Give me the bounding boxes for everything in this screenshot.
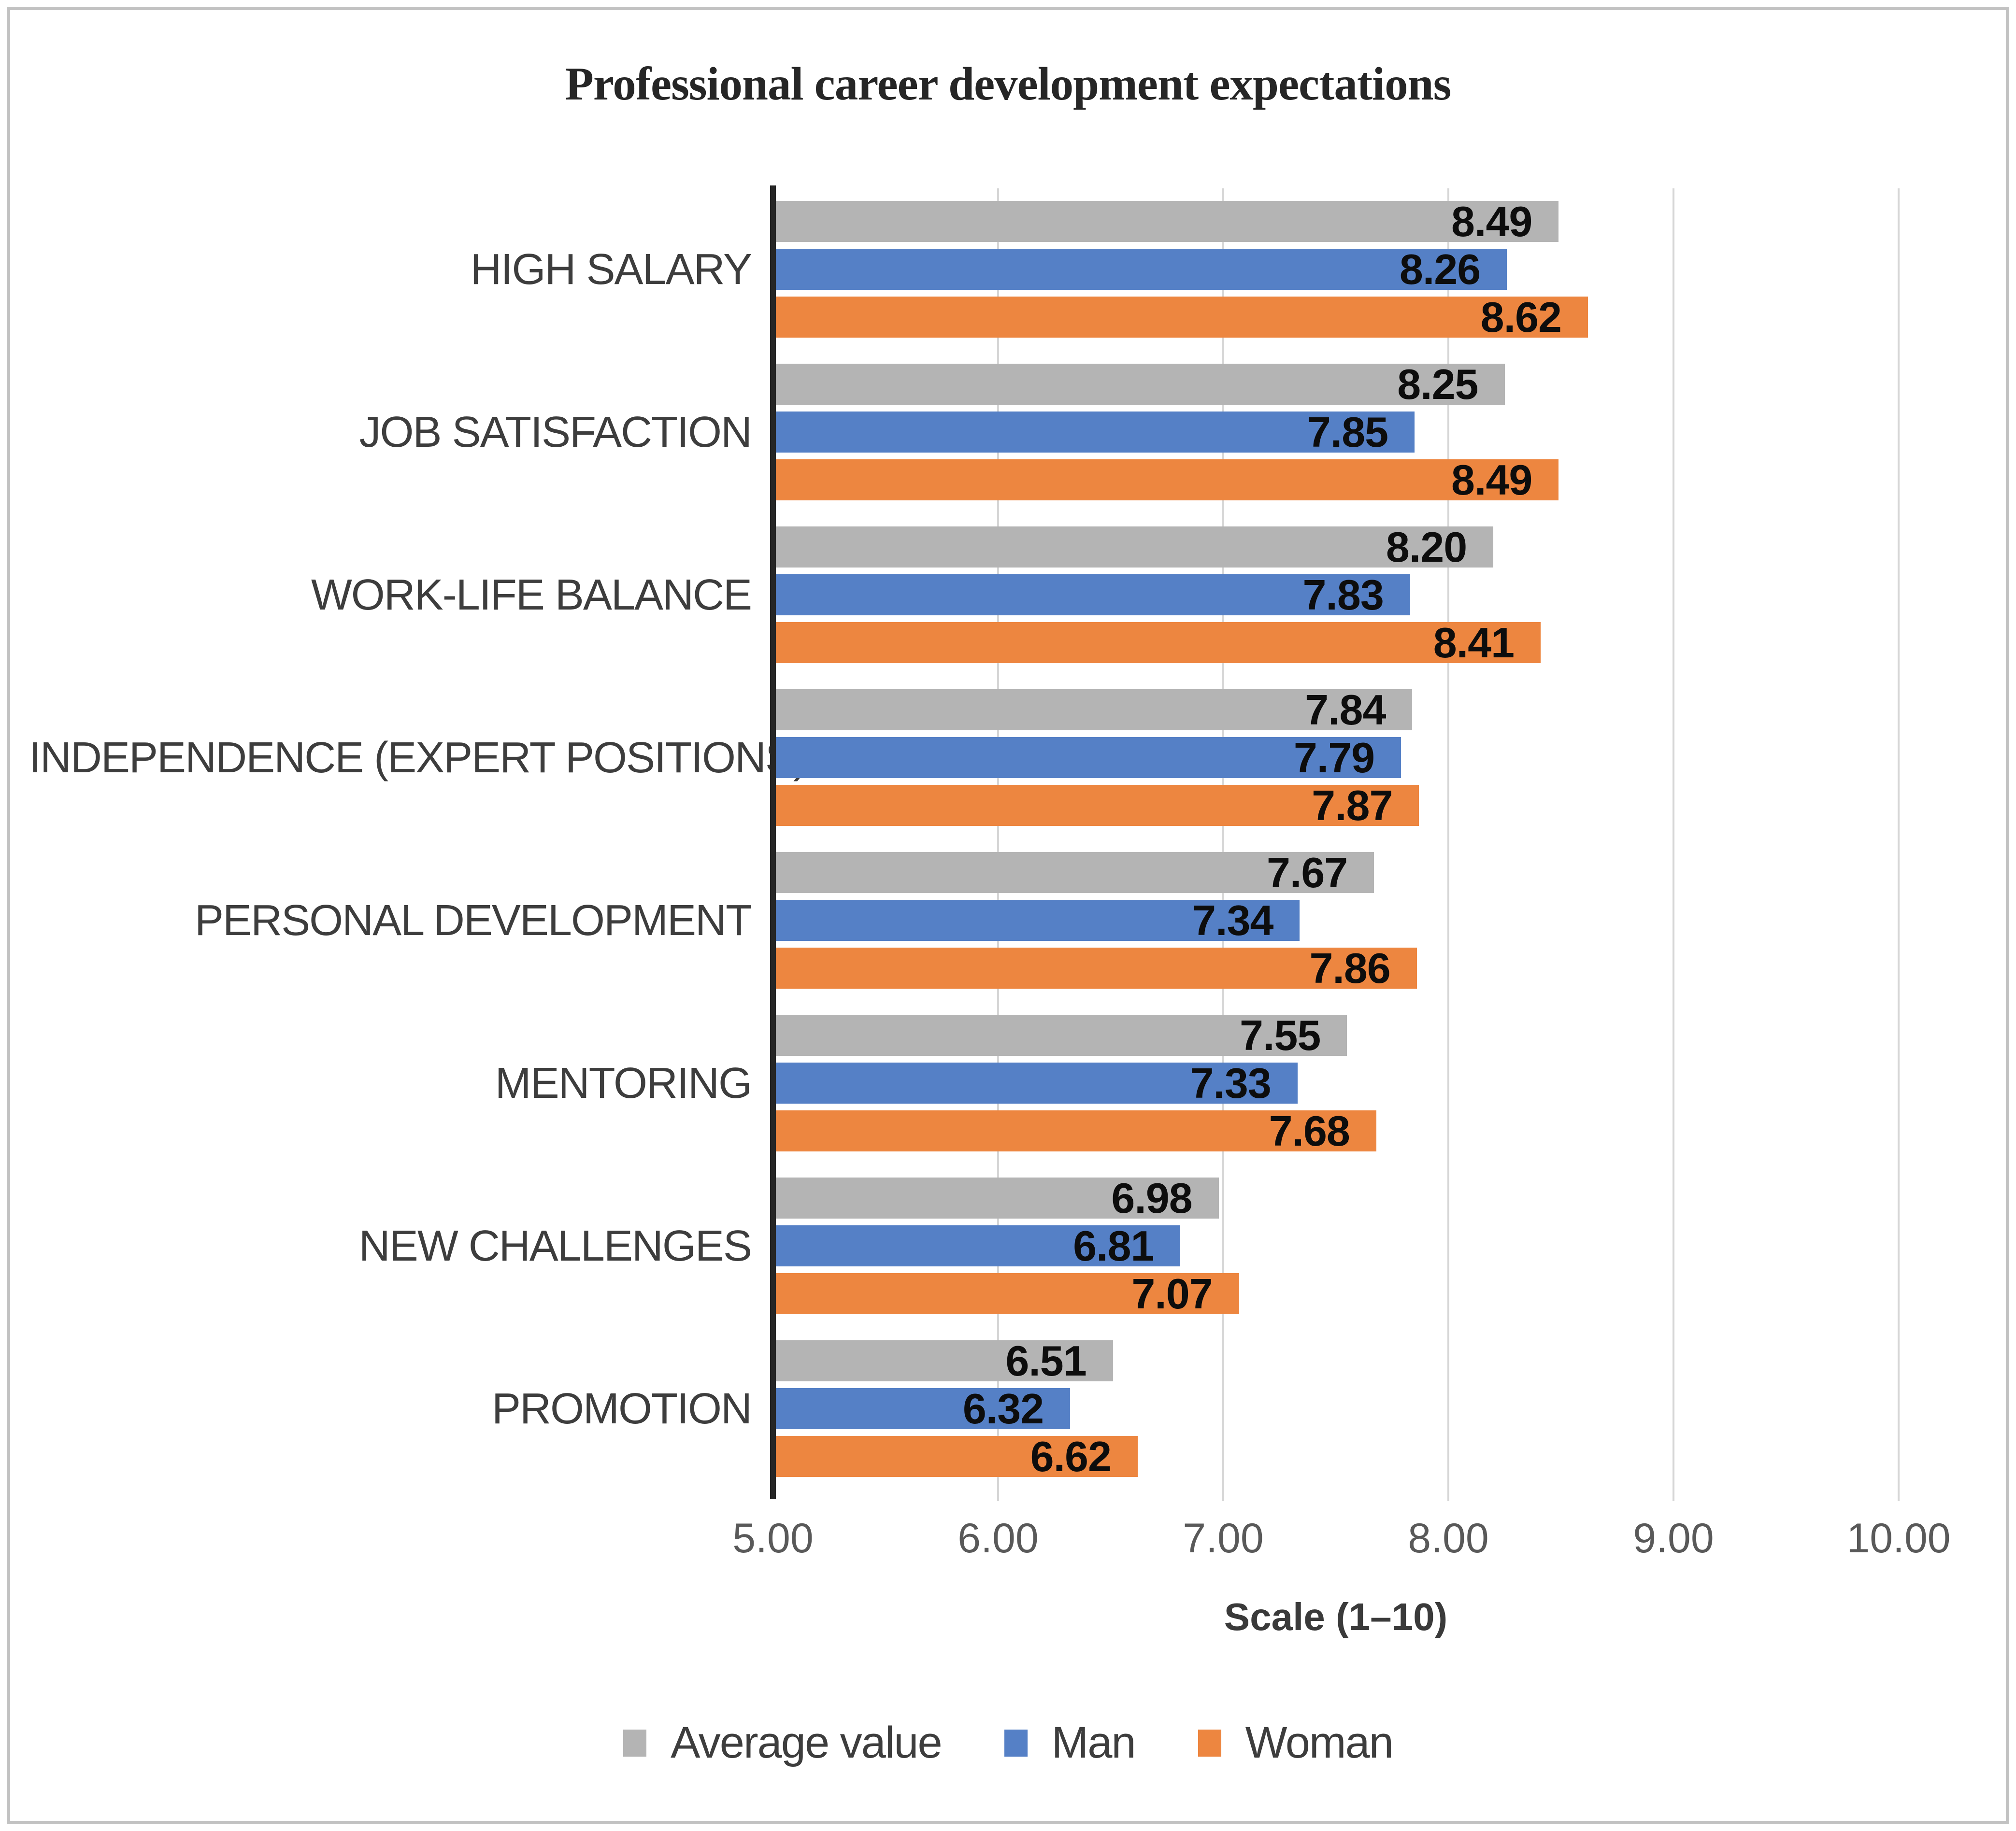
bar-value-label: 8.26 [1399, 245, 1481, 293]
legend: Average value Man Woman [0, 1717, 2016, 1768]
bar-value-label: 8.49 [1451, 455, 1532, 504]
plot-area: 8.49 8.26 8.62 8.25 7.85 8.49 8.20 7.83 8.41 7.84… [770, 185, 1900, 1501]
category-label: JOB SATISFACTION [359, 408, 752, 456]
legend-item-man: Man [1004, 1717, 1136, 1768]
bar-value-label: 8.41 [1433, 618, 1515, 667]
bar-value-label: 7.86 [1309, 944, 1390, 992]
bar-man: 6.81 [773, 1222, 1181, 1270]
x-axis-title: Scale (1–10) [1224, 1595, 1448, 1638]
bar-value-label: 7.85 [1307, 408, 1388, 456]
bar-woman: 6.62 [773, 1433, 1138, 1480]
bar-value-label: 6.32 [962, 1384, 1044, 1433]
gridline [1447, 188, 1449, 1501]
bar-value-label: 7.87 [1312, 781, 1393, 829]
bar-woman: 7.87 [773, 781, 1419, 829]
bar-value-label: 7.83 [1302, 570, 1384, 619]
bar-average-value: 8.20 [773, 523, 1494, 571]
bar-man: 7.83 [773, 571, 1410, 619]
x-tick-label: 7.00 [1183, 1515, 1264, 1561]
legend-label: Man [1051, 1718, 1136, 1767]
bar-value-label: 7.68 [1269, 1107, 1350, 1155]
bar-woman: 7.07 [773, 1270, 1239, 1318]
bar-value-label: 7.67 [1266, 848, 1348, 896]
legend-marker [1004, 1729, 1028, 1757]
legend-item-woman: Woman [1198, 1717, 1394, 1768]
x-tick-label: 8.00 [1408, 1515, 1489, 1561]
bar-woman: 7.68 [773, 1107, 1376, 1155]
bar-man: 6.32 [773, 1385, 1071, 1433]
x-tick-label: 5.00 [732, 1515, 814, 1561]
x-tick-label: 6.00 [958, 1515, 1039, 1561]
bar-value-label: 8.20 [1386, 523, 1467, 571]
y-axis-line [770, 185, 776, 1499]
bar-woman: 8.49 [773, 456, 1559, 504]
bar-average-value: 7.84 [773, 686, 1413, 734]
bar-value-label: 6.62 [1030, 1432, 1112, 1480]
chart-title: Professional career development expectat… [565, 58, 1452, 110]
bar-value-label: 7.79 [1293, 733, 1375, 781]
gridline [1222, 188, 1224, 1501]
bar-value-label: 6.51 [1005, 1336, 1087, 1385]
bar-average-value: 7.67 [773, 849, 1374, 896]
bar-value-label: 6.81 [1073, 1221, 1154, 1270]
bar-woman: 8.41 [773, 619, 1541, 667]
legend-marker [623, 1729, 647, 1757]
bar-average-value: 8.25 [773, 360, 1505, 408]
legend-marker [1198, 1729, 1221, 1757]
gridline [1898, 188, 1900, 1501]
bar-value-label: 7.34 [1192, 896, 1273, 944]
category-label: MENTORING [495, 1059, 752, 1107]
category-label: PROMOTION [492, 1384, 752, 1433]
bar-value-label: 7.33 [1190, 1059, 1271, 1107]
legend-label: Average value [671, 1718, 942, 1767]
bar-average-value: 6.98 [773, 1174, 1219, 1222]
x-tick-label: 10.00 [1846, 1515, 1951, 1561]
bar-value-label: 7.55 [1240, 1011, 1321, 1059]
legend-item-average-value: Average value [623, 1717, 943, 1768]
bar-man: 7.79 [773, 734, 1401, 781]
bar-value-label: 8.49 [1451, 197, 1532, 245]
bar-value-label: 8.62 [1480, 293, 1562, 341]
bar-average-value: 8.49 [773, 198, 1559, 245]
bar-man: 7.33 [773, 1059, 1298, 1107]
bar-man: 7.34 [773, 896, 1300, 944]
legend-label: Woman [1245, 1718, 1394, 1767]
bar-man: 8.26 [773, 245, 1507, 293]
bar-man: 7.85 [773, 408, 1415, 456]
gridline [997, 188, 999, 1501]
bar-value-label: 7.07 [1131, 1269, 1213, 1318]
category-label: NEW CHALLENGES [358, 1221, 752, 1270]
bar-value-label: 6.98 [1111, 1174, 1192, 1222]
category-label: HIGH SALARY [470, 245, 752, 294]
gridline [1673, 188, 1674, 1501]
bar-average-value: 7.55 [773, 1011, 1347, 1059]
bar-average-value: 6.51 [773, 1337, 1113, 1385]
bar-value-label: 7.84 [1305, 685, 1386, 734]
bar-woman: 8.62 [773, 293, 1588, 341]
bar-value-label: 8.25 [1397, 360, 1478, 408]
category-label: WORK-LIFE BALANCE [311, 570, 752, 619]
bar-woman: 7.86 [773, 944, 1417, 992]
category-label: INDEPENDENCE (EXPERT POSITIONS) [29, 733, 808, 782]
category-label: PERSONAL DEVELOPMENT [195, 896, 752, 945]
x-tick-label: 9.00 [1633, 1515, 1714, 1561]
